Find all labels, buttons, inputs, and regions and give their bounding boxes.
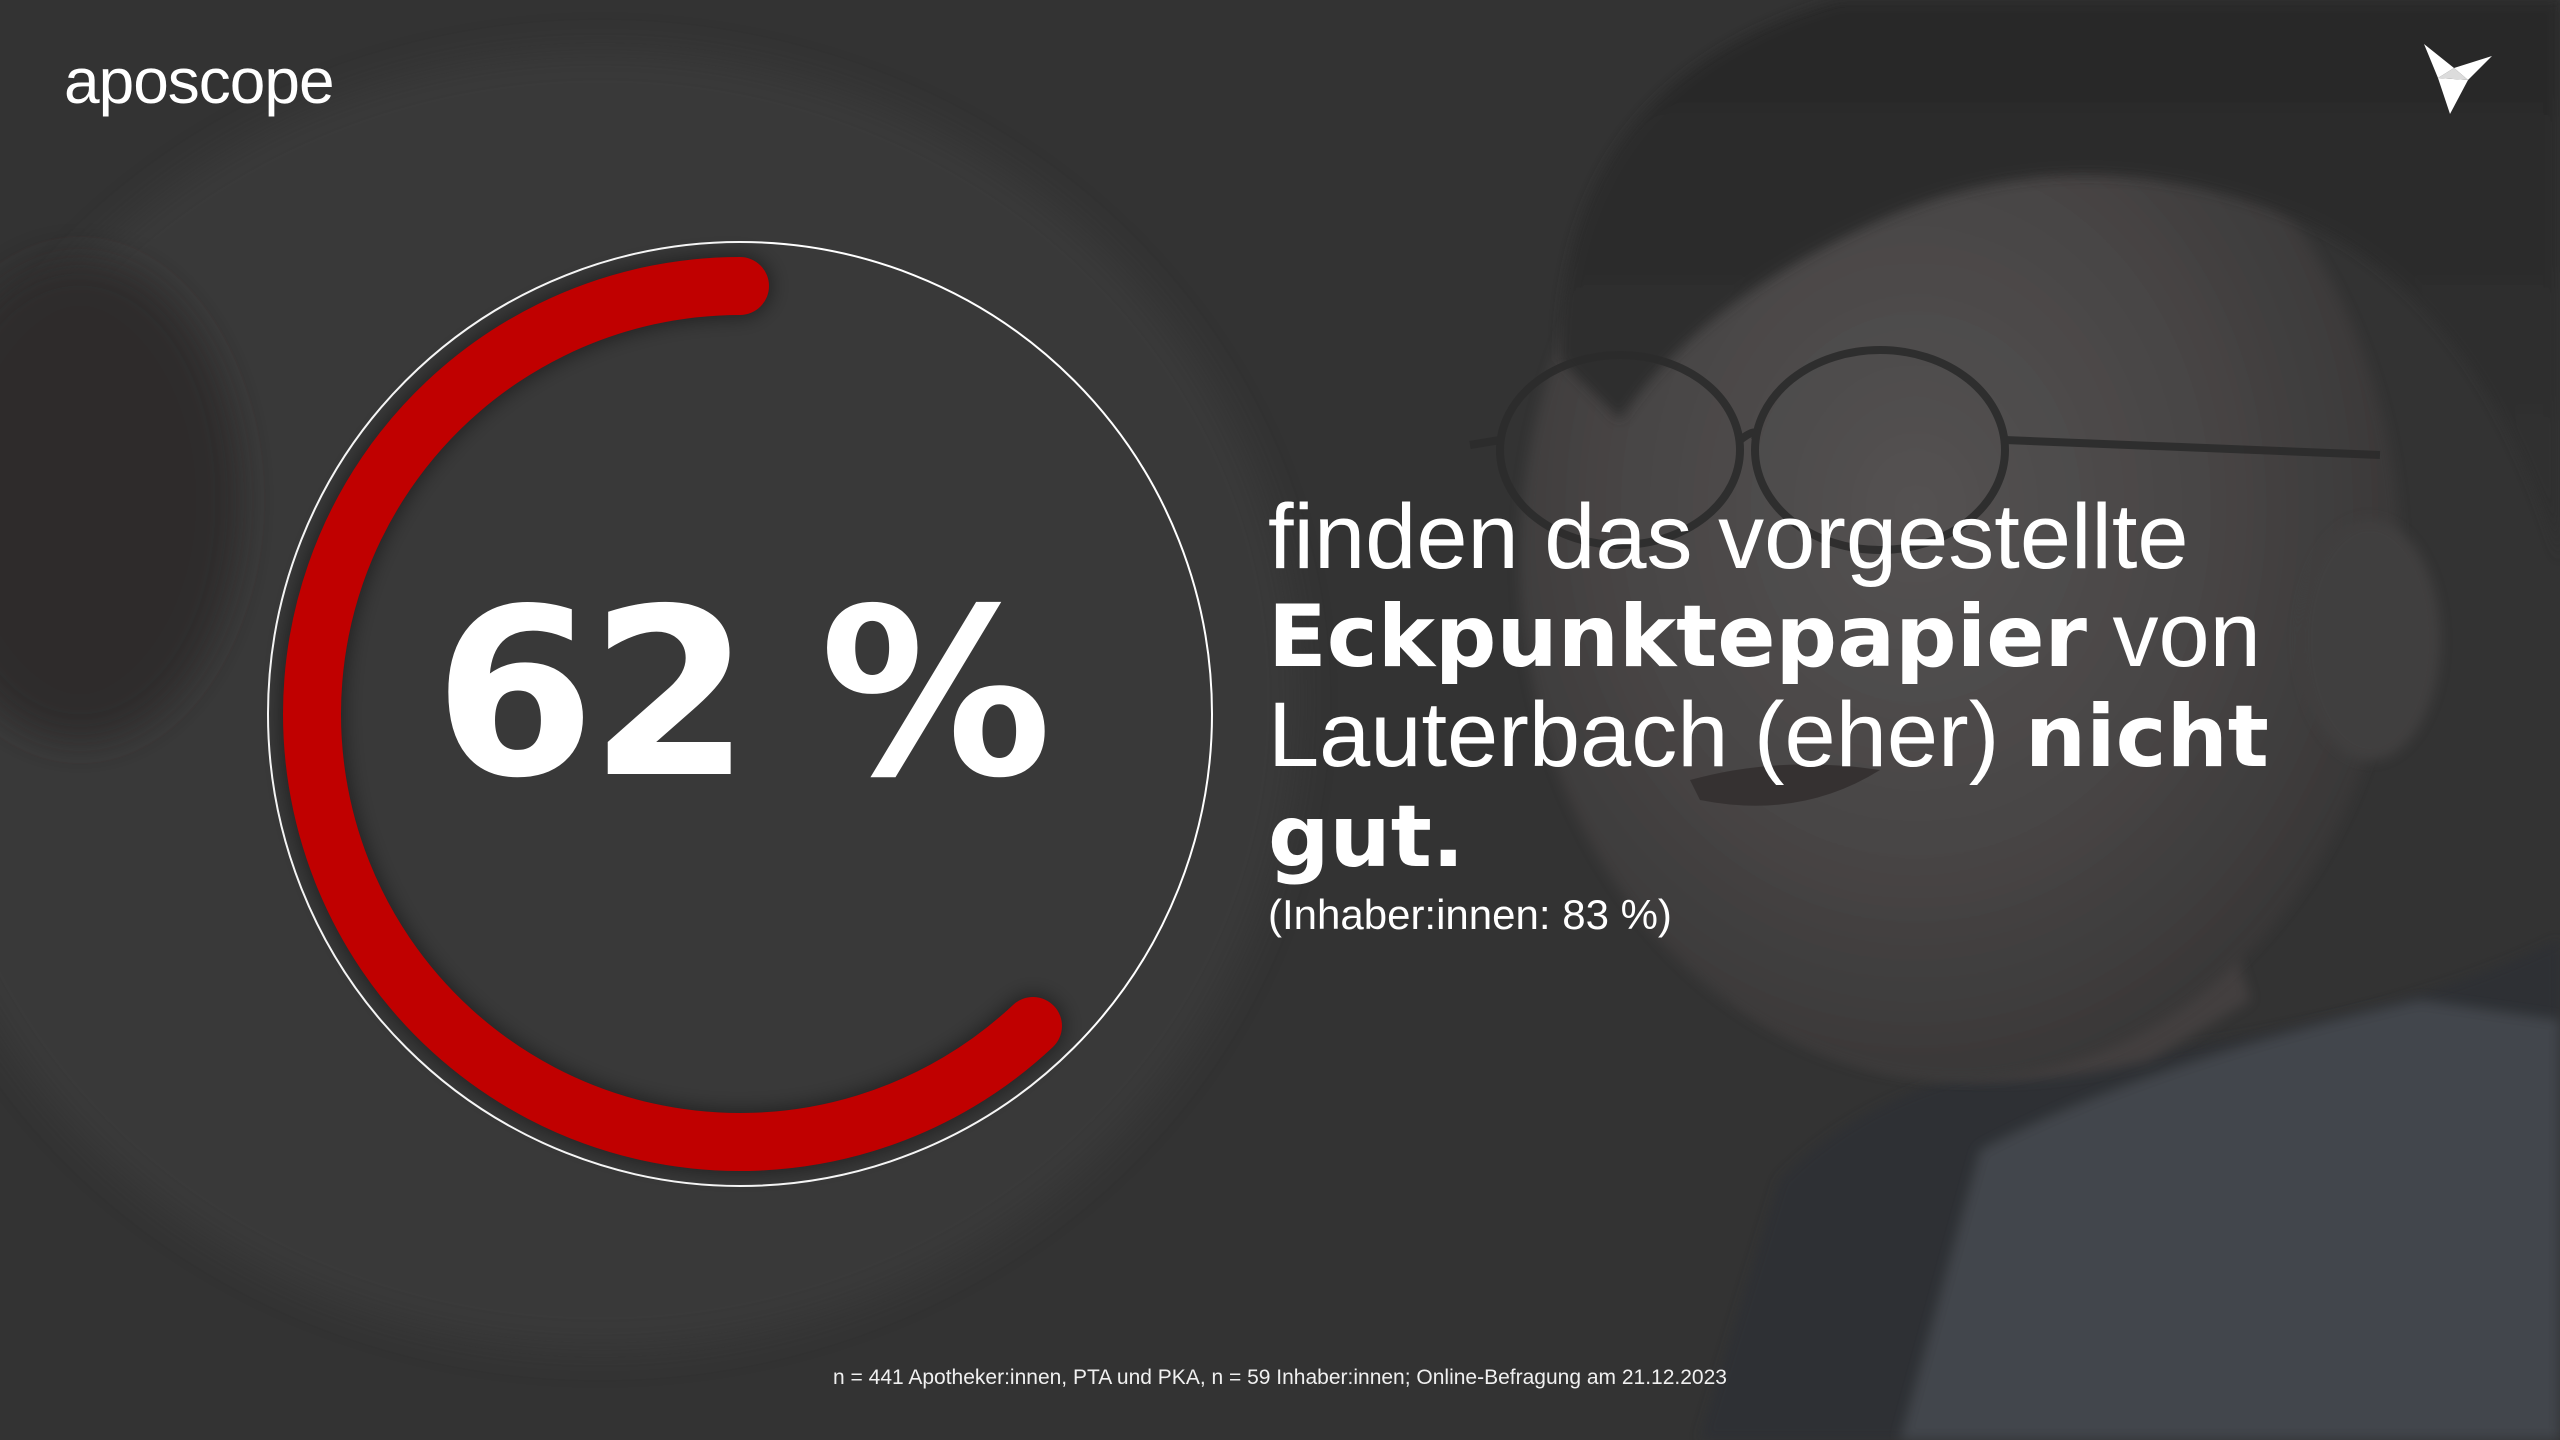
aposcope-logo: aposcope (64, 45, 335, 117)
origami-bird-icon (2424, 44, 2492, 114)
percentage-gauge (267, 241, 1213, 1187)
percentage-value: 62 % (433, 559, 1052, 829)
statement-part-2: Eckpunktepapier (1268, 587, 2087, 687)
gauge-arc (283, 257, 1062, 1171)
statement-part-1: finden das vorgestellte (1268, 486, 2189, 588)
gauge-outline (267, 241, 1213, 1187)
sample-footnote: n = 441 Apotheker:innen, PTA und PKA, n … (833, 1366, 1727, 1389)
owner-note: (Inhaber:innen: 83 %) (1268, 891, 1672, 938)
statement-text: finden das vorgestellte Eckpunktepapier … (1268, 488, 2468, 940)
statement-part-4: nicht gut. (1268, 687, 2269, 887)
statement-part-3: von Lauterbach (eher) (1268, 584, 2261, 786)
